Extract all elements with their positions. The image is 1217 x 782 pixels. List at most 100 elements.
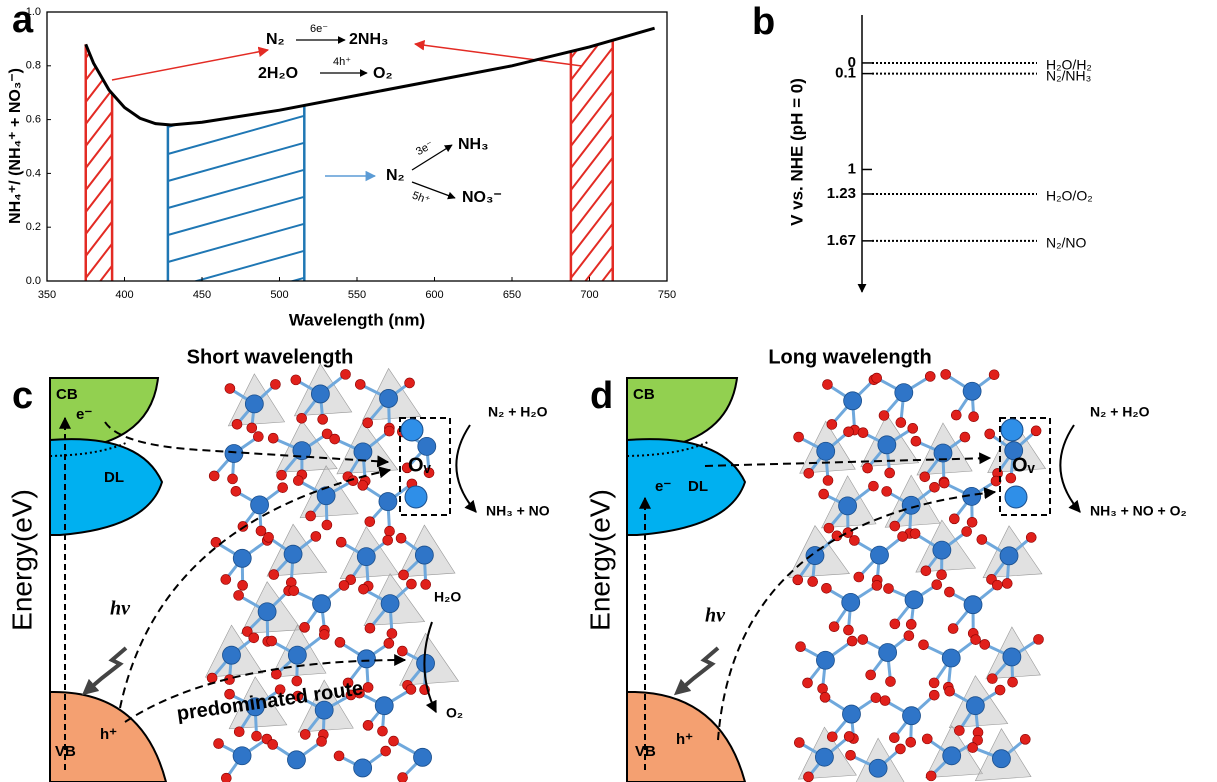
photon-arrow (673, 646, 720, 696)
oxygen-atom (310, 531, 322, 542)
oxygen-atom (822, 379, 833, 390)
panel-a: a Wavelength (nm) NH₄⁺/ (NH₄⁺ + NO₃⁻) N₂… (7, 0, 676, 329)
oxygen-atom (364, 622, 376, 634)
oxygen-atom (420, 579, 432, 590)
metal-atom (942, 746, 962, 766)
oxygen-atom (843, 731, 855, 742)
oxygen-atom (950, 409, 962, 421)
y-axis-label: NH₄⁺/ (NH₄⁺ + NO₃⁻) (7, 68, 24, 224)
reactant-label: N₂ + H₂O (488, 404, 548, 420)
annotation: 6e⁻ (310, 23, 328, 35)
product-label: NH₃ + NO (486, 503, 550, 519)
oxygen-atom (263, 532, 274, 543)
arrow (411, 144, 453, 171)
oxygen-atom (910, 435, 922, 447)
vacancy-atom (1004, 485, 1028, 509)
metal-atom (316, 486, 336, 506)
x-tick-label: 700 (580, 289, 598, 301)
oxygen-atom (1025, 532, 1037, 543)
oxygen-atom (333, 750, 345, 762)
oxygen-atom (358, 583, 369, 595)
oxygen-atom (277, 482, 288, 493)
metal-atom (932, 540, 952, 560)
metal-atom (224, 444, 244, 463)
oxygen-atom (944, 586, 955, 598)
panel-c: Short wavelength c Energy(eV) CB e⁻ DL V… (6, 346, 550, 782)
metal-atom (963, 595, 983, 615)
oxygen-atom (879, 695, 891, 706)
carrier-label: e⁻ (655, 478, 671, 495)
hatch-line (167, 222, 305, 263)
hatch-line (570, 200, 613, 257)
oxygen-atom (1019, 734, 1031, 745)
oxygen-atom (924, 371, 936, 382)
oxygen-atom (362, 682, 374, 693)
transfer-arrow (704, 452, 992, 467)
metal-atom (1002, 647, 1022, 667)
oxygen-atom (794, 737, 805, 748)
oxygen-atom (968, 411, 979, 423)
hatch-line (570, 40, 613, 81)
metal-atom (250, 495, 269, 515)
oxygen-atom (803, 771, 814, 782)
oxygen-atom (404, 377, 415, 389)
oxygen-atom (970, 634, 981, 645)
oxygen-atom (362, 417, 373, 429)
oxygen-atom (972, 734, 983, 746)
oxygen-atom (938, 477, 950, 489)
oxygen-atom (845, 749, 856, 761)
oxygen-atom (354, 379, 366, 390)
panel-d: Long wavelength d Energy(eV) CB e⁻ DL VB… (584, 346, 1187, 782)
x-axis-label: Wavelength (nm) (289, 310, 425, 329)
hatch-line (168, 0, 304, 19)
oxygen-atom (293, 475, 304, 486)
oxygen-atom (227, 473, 238, 485)
band-label: DL (688, 478, 708, 495)
oxygen-atom (907, 423, 919, 434)
y-tick-label: 1.23 (827, 185, 856, 202)
oxygen-atom (817, 683, 828, 694)
oxygen-atom (959, 431, 971, 443)
metal-atom (894, 383, 914, 403)
oxygen-atom (883, 583, 894, 594)
metal-atom (245, 697, 265, 717)
oxygen-atom (296, 413, 307, 424)
oxygen-atom (994, 684, 1006, 696)
band-label: CB (56, 386, 78, 403)
oxygen-atom (220, 574, 232, 585)
oxygen-atom (843, 426, 854, 438)
hatch-line (85, 199, 113, 235)
axis-label: Energy(eV) (6, 489, 37, 631)
oxygen-atom (871, 580, 883, 591)
vacancy-atom (1000, 418, 1024, 442)
oxygen-atom (210, 537, 222, 548)
hatch-line (85, 177, 113, 213)
y-tick-label: 0.4 (26, 167, 41, 179)
oxygen-atom (961, 526, 972, 537)
oxygen-atom (406, 578, 417, 590)
metal-atom (816, 441, 836, 461)
oxygen-atom (288, 585, 300, 597)
oxygen-atom (221, 772, 232, 782)
oxygen-atom (823, 522, 835, 534)
hatch-line (570, 68, 613, 125)
oxygen-atom (384, 525, 395, 537)
oxygen-atom (340, 369, 351, 380)
metal-atom (992, 749, 1011, 769)
x-tick-label: 400 (115, 289, 133, 301)
oxygen-atom (885, 676, 896, 687)
oxygen-atom (802, 677, 813, 689)
oxygen-atom (354, 687, 365, 699)
oxygen-atom (895, 743, 906, 755)
metal-atom (417, 436, 437, 456)
hatch-line (570, 244, 613, 282)
vacancy-atom (404, 485, 428, 509)
oxygen-atom (329, 433, 341, 445)
vacancy-label: Oᵥ (1012, 454, 1036, 476)
oxygen-atom (979, 639, 991, 650)
metal-atom (941, 648, 961, 668)
level-label: H₂O/O₂ (1046, 188, 1093, 204)
metal-atom (379, 389, 398, 408)
annotation: 2H₂O (258, 65, 298, 82)
defect-level (49, 438, 164, 536)
